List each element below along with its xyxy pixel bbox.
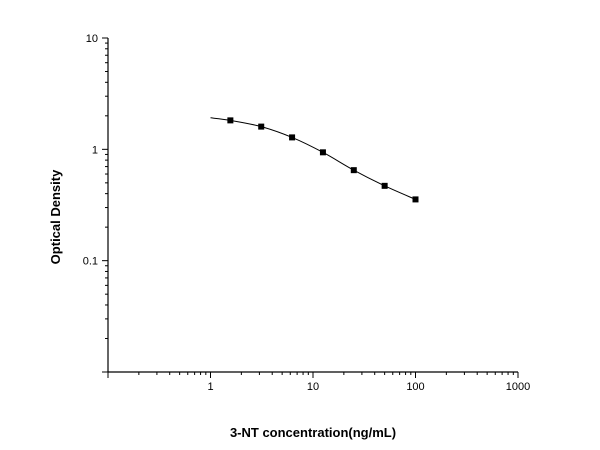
data-point — [289, 134, 296, 141]
data-points — [227, 117, 419, 203]
data-point — [350, 167, 357, 174]
data-point — [412, 196, 419, 203]
x-axis-title: 3-NT concentration(ng/mL) — [230, 425, 396, 440]
ticks: 1 10 100 1000 0.1 1 10 — [83, 33, 531, 393]
data-point — [258, 123, 265, 130]
x-tick-label: 1 — [207, 381, 213, 393]
y-tick-label: 10 — [86, 33, 98, 45]
x-tick-label: 10 — [307, 381, 319, 393]
data-point — [319, 149, 326, 156]
y-axis-title: Optical Density — [48, 169, 63, 264]
data-point — [227, 117, 234, 124]
y-tick-label: 0.1 — [83, 256, 98, 268]
data-point — [381, 182, 388, 189]
x-tick-label: 1000 — [506, 381, 530, 393]
axes — [107, 38, 518, 373]
x-tick-label: 100 — [406, 381, 424, 393]
y-tick-label: 1 — [92, 144, 98, 156]
